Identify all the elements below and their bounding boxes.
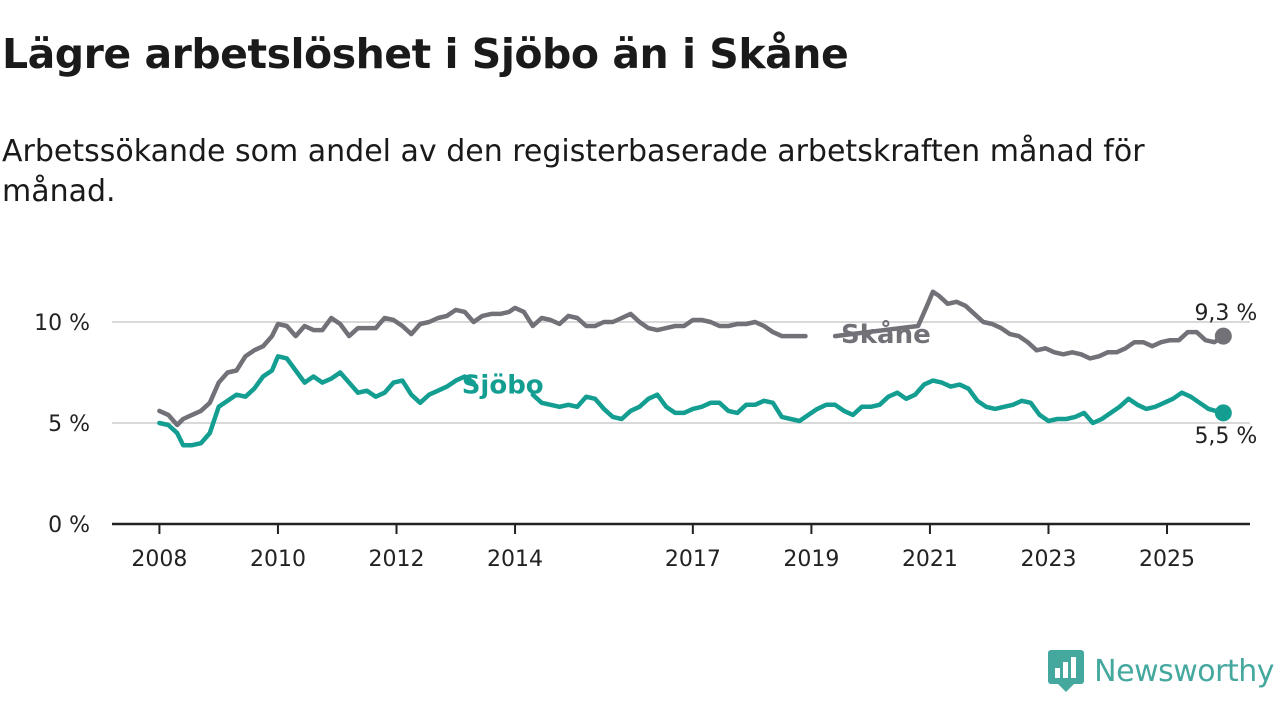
end-value-label-sjobo: 5,5 % — [1194, 424, 1257, 449]
newsworthy-logo-icon — [1048, 650, 1085, 692]
series-lines — [157, 289, 1232, 448]
series-label-sjobo: Sjöbo — [462, 371, 544, 401]
x-tick-label: 2025 — [1139, 547, 1195, 572]
y-tick-label: 0 % — [48, 513, 90, 538]
end-value-label-skane: 9,3 % — [1194, 301, 1257, 326]
x-tick-label: 2008 — [131, 547, 187, 572]
grid-lines — [112, 321, 1250, 424]
series-label-skane: Skåne — [841, 318, 931, 350]
x-tick-label: 2021 — [902, 547, 958, 572]
y-tick-label: 10 % — [34, 311, 90, 336]
end-point-skane — [1214, 327, 1232, 345]
brand-name: Newsworthy — [1094, 653, 1274, 689]
end-point-sjobo — [1214, 404, 1232, 422]
chart-subtitle: Arbetssökande som andel av den registerb… — [2, 134, 1145, 209]
x-tick-label: 2012 — [369, 547, 425, 572]
chart-title: Lägre arbetslöshet i Sjöbo än i Skåne — [2, 30, 849, 78]
x-tick-label: 2017 — [665, 547, 721, 572]
x-tick-label: 2023 — [1020, 547, 1076, 572]
x-axis: 2008 2010 2012 2014 2017 2019 2021 2023 2025 — [112, 522, 1250, 572]
newsworthy-logo: Newsworthy — [1048, 650, 1274, 692]
series-labels: Skåne 9,3 % Sjöbo 5,5 % — [462, 301, 1258, 449]
series-line-skane — [157, 289, 1226, 428]
y-tick-label: 5 % — [48, 412, 90, 437]
series-line-sjobo — [157, 354, 1226, 448]
y-axis-ticks: 0 % 5 % 10 % — [34, 311, 90, 538]
x-tick-label: 2010 — [250, 547, 306, 572]
x-tick-label: 2014 — [487, 547, 543, 572]
x-tick-label: 2019 — [783, 547, 839, 572]
